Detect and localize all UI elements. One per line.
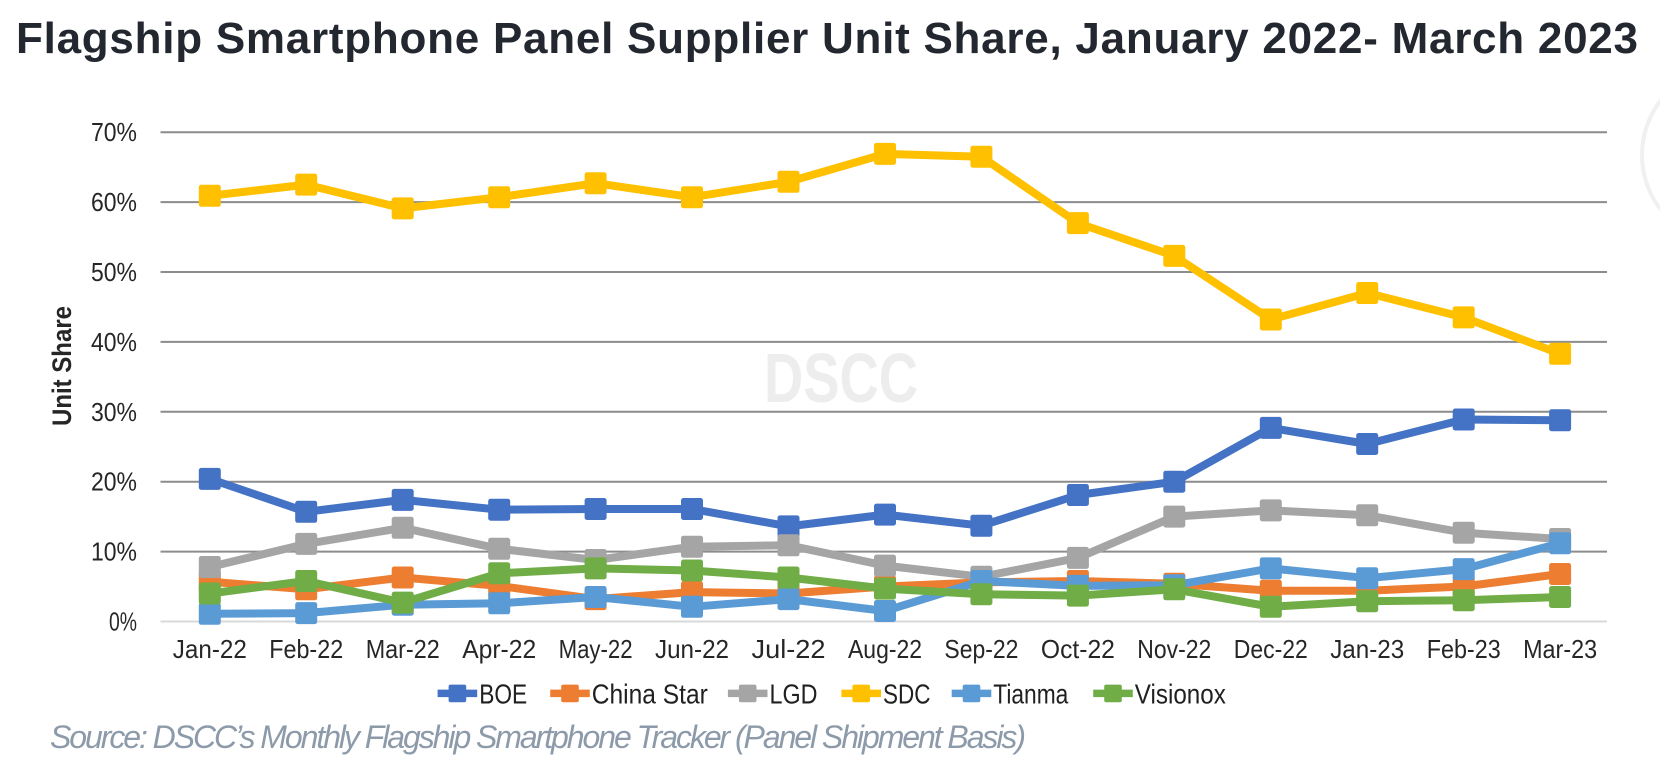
svg-text:40%: 40% (91, 327, 137, 357)
svg-text:Jun-22: Jun-22 (655, 634, 729, 664)
svg-text:DSCC: DSCC (764, 339, 918, 417)
svg-text:Sep-22: Sep-22 (944, 634, 1018, 664)
svg-text:Jul-22: Jul-22 (752, 634, 826, 664)
svg-text:30%: 30% (91, 397, 137, 427)
svg-text:20%: 20% (91, 467, 137, 497)
svg-text:Source: DSCC’s Monthly Flagshi: Source: DSCC’s Monthly Flagship Smartpho… (50, 719, 1026, 755)
svg-text:60%: 60% (91, 187, 137, 217)
svg-text:Nov-22: Nov-22 (1137, 634, 1211, 664)
svg-text:50%: 50% (91, 257, 137, 287)
svg-text:Feb-22: Feb-22 (269, 634, 343, 664)
svg-text:Mar-23: Mar-23 (1523, 634, 1597, 664)
svg-text:Aug-22: Aug-22 (848, 634, 922, 664)
svg-text:Jan-23: Jan-23 (1330, 634, 1404, 664)
svg-text:10%: 10% (91, 537, 137, 567)
svg-text:Flagship Smartphone Panel Supp: Flagship Smartphone Panel Supplier Unit … (16, 14, 1638, 63)
svg-text:Jan-22: Jan-22 (173, 634, 247, 664)
svg-text:70%: 70% (91, 117, 137, 147)
svg-text:Apr-22: Apr-22 (462, 634, 536, 664)
svg-text:Mar-22: Mar-22 (366, 634, 440, 664)
svg-text:Feb-23: Feb-23 (1427, 634, 1501, 664)
svg-text:Dec-22: Dec-22 (1234, 634, 1308, 664)
svg-text:Tianma: Tianma (993, 678, 1068, 709)
svg-text:0%: 0% (109, 607, 137, 637)
svg-text:LGD: LGD (770, 678, 818, 709)
svg-text:China Star: China Star (592, 678, 708, 709)
svg-text:Oct-22: Oct-22 (1041, 634, 1115, 664)
svg-text:Visionox: Visionox (1135, 678, 1226, 709)
svg-text:BOE: BOE (479, 678, 527, 709)
svg-text:May-22: May-22 (559, 634, 633, 664)
svg-text:Unit Share: Unit Share (47, 306, 77, 426)
svg-text:SDC: SDC (883, 678, 931, 709)
